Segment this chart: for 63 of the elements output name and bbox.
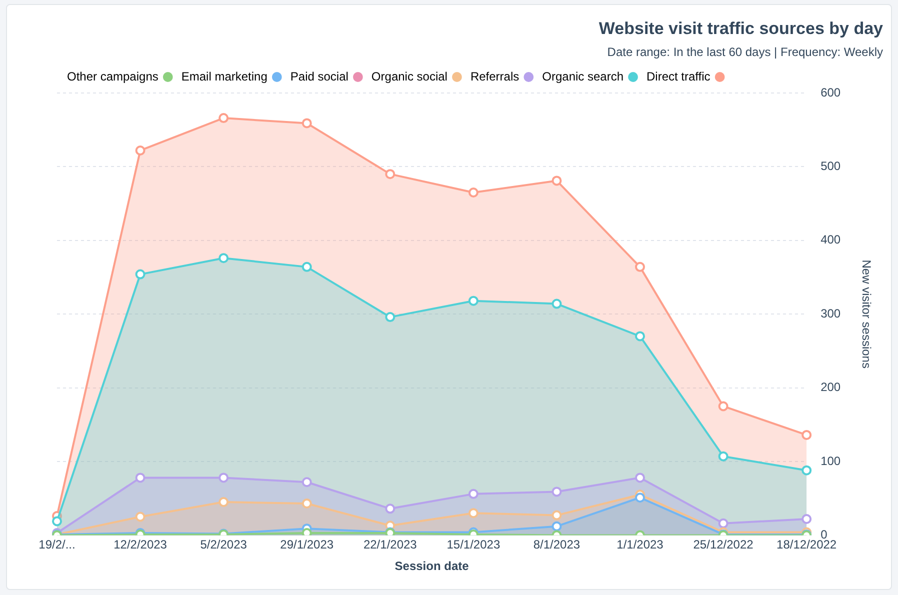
y-tick-label: 400	[820, 232, 841, 247]
y-tick-label: 500	[820, 159, 841, 174]
x-tick-label: 29/1/2023	[280, 538, 334, 552]
point	[302, 262, 312, 272]
point	[718, 451, 728, 462]
x-tick-label: 1/1/2023	[616, 538, 664, 552]
point	[635, 472, 646, 483]
point	[468, 296, 478, 306]
legend-label: Organic social	[371, 69, 448, 84]
y-tick-label: 200	[820, 380, 841, 394]
x-tick-label: 22/1/2023	[363, 538, 418, 552]
point	[552, 510, 562, 520]
y-tick-label: 100	[820, 454, 841, 468]
y-tick-label: 600	[820, 85, 841, 100]
chart-subtitle: Date range: In the last 60 days | Frequency: Weekly	[607, 45, 883, 59]
y-tick-label: 300	[820, 306, 841, 320]
point	[468, 187, 478, 198]
point	[552, 521, 562, 532]
point	[718, 401, 728, 412]
point	[635, 492, 646, 503]
point	[385, 504, 396, 514]
point	[302, 477, 312, 488]
x-axis-title: Session date	[394, 559, 470, 574]
legend-label: Referrals	[470, 69, 520, 84]
point	[635, 331, 646, 342]
point	[135, 512, 146, 522]
x-tick-label: 15/1/2023	[446, 538, 500, 552]
point	[718, 518, 728, 528]
x-tick-label: 18/12/2022	[776, 538, 837, 552]
point	[135, 472, 146, 483]
legend-label: Organic search	[542, 69, 624, 84]
point	[385, 169, 396, 180]
legend-label: Direct traffic	[646, 69, 710, 84]
point	[552, 298, 562, 309]
point	[302, 528, 312, 536]
point	[552, 486, 562, 497]
point	[468, 508, 478, 518]
legend-label: Other campaigns	[66, 69, 158, 84]
y-axis-title: New visitor sessions	[859, 260, 874, 368]
point	[802, 465, 812, 476]
point	[135, 269, 146, 280]
point	[52, 516, 62, 526]
point	[802, 430, 812, 440]
point	[302, 118, 312, 128]
point	[468, 488, 478, 499]
point	[552, 176, 562, 186]
point	[635, 262, 646, 272]
point	[135, 145, 146, 156]
point	[218, 497, 229, 508]
point	[302, 498, 312, 509]
point	[385, 312, 396, 322]
point	[218, 113, 229, 124]
point	[802, 514, 812, 524]
legend-label: Paid social	[290, 69, 348, 84]
point	[218, 472, 229, 483]
x-tick-label: 25/12/2022	[693, 538, 754, 552]
x-tick-label: 5/2/2023	[200, 538, 248, 552]
x-tick-label: 8/1/2023	[533, 538, 580, 552]
x-tick-label: 19/2/...	[38, 538, 76, 552]
point	[218, 253, 229, 264]
x-tick-label: 12/2/2023	[114, 538, 168, 552]
chart-title: Website visit traffic sources by day	[598, 19, 883, 39]
legend-label: Email marketing	[181, 69, 268, 84]
